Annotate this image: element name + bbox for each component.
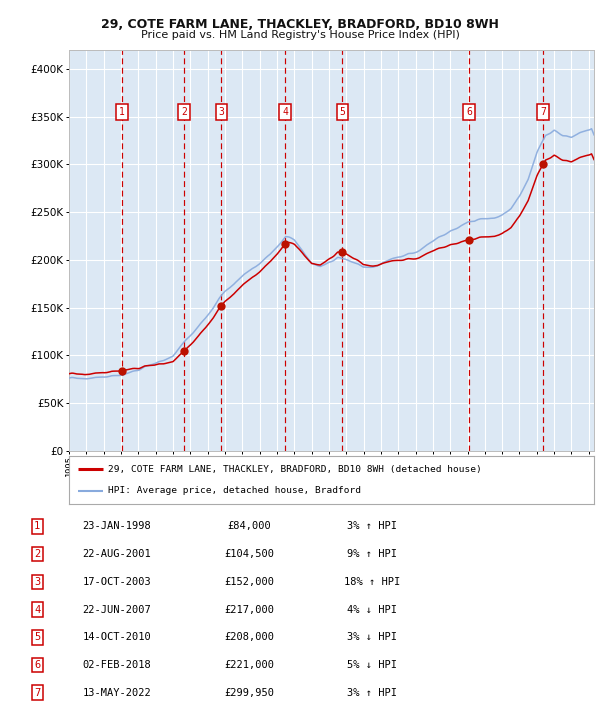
Text: 4: 4	[34, 604, 40, 615]
Text: 3% ↑ HPI: 3% ↑ HPI	[347, 687, 397, 698]
Text: 5% ↓ HPI: 5% ↓ HPI	[347, 660, 397, 670]
Text: 4: 4	[282, 106, 288, 116]
Text: 22-AUG-2001: 22-AUG-2001	[83, 549, 151, 559]
Text: 4% ↓ HPI: 4% ↓ HPI	[347, 604, 397, 615]
Text: 17-OCT-2003: 17-OCT-2003	[83, 577, 151, 587]
Text: Price paid vs. HM Land Registry's House Price Index (HPI): Price paid vs. HM Land Registry's House …	[140, 30, 460, 40]
Text: 3% ↑ HPI: 3% ↑ HPI	[347, 521, 397, 532]
Text: £104,500: £104,500	[224, 549, 274, 559]
Text: 2: 2	[34, 549, 40, 559]
Text: £299,950: £299,950	[224, 687, 274, 698]
Text: 29, COTE FARM LANE, THACKLEY, BRADFORD, BD10 8WH (detached house): 29, COTE FARM LANE, THACKLEY, BRADFORD, …	[109, 465, 482, 474]
Text: 6: 6	[34, 660, 40, 670]
Text: 3% ↓ HPI: 3% ↓ HPI	[347, 632, 397, 643]
Text: 6: 6	[466, 106, 472, 116]
Text: 1: 1	[34, 521, 40, 532]
Text: 7: 7	[34, 687, 40, 698]
Text: £217,000: £217,000	[224, 604, 274, 615]
Text: £208,000: £208,000	[224, 632, 274, 643]
Text: 5: 5	[34, 632, 40, 643]
Text: £152,000: £152,000	[224, 577, 274, 587]
Text: 14-OCT-2010: 14-OCT-2010	[83, 632, 151, 643]
Text: 29, COTE FARM LANE, THACKLEY, BRADFORD, BD10 8WH: 29, COTE FARM LANE, THACKLEY, BRADFORD, …	[101, 18, 499, 31]
Text: 22-JUN-2007: 22-JUN-2007	[83, 604, 151, 615]
Text: HPI: Average price, detached house, Bradford: HPI: Average price, detached house, Brad…	[109, 486, 361, 495]
Text: 9% ↑ HPI: 9% ↑ HPI	[347, 549, 397, 559]
Text: 5: 5	[340, 106, 346, 116]
Text: 1: 1	[119, 106, 125, 116]
Text: 02-FEB-2018: 02-FEB-2018	[83, 660, 151, 670]
Text: 13-MAY-2022: 13-MAY-2022	[83, 687, 151, 698]
Text: 23-JAN-1998: 23-JAN-1998	[83, 521, 151, 532]
Text: £84,000: £84,000	[227, 521, 271, 532]
Text: 3: 3	[34, 577, 40, 587]
Text: £221,000: £221,000	[224, 660, 274, 670]
Text: 18% ↑ HPI: 18% ↑ HPI	[344, 577, 400, 587]
Text: 7: 7	[540, 106, 546, 116]
Text: 2: 2	[181, 106, 187, 116]
Text: 3: 3	[218, 106, 224, 116]
